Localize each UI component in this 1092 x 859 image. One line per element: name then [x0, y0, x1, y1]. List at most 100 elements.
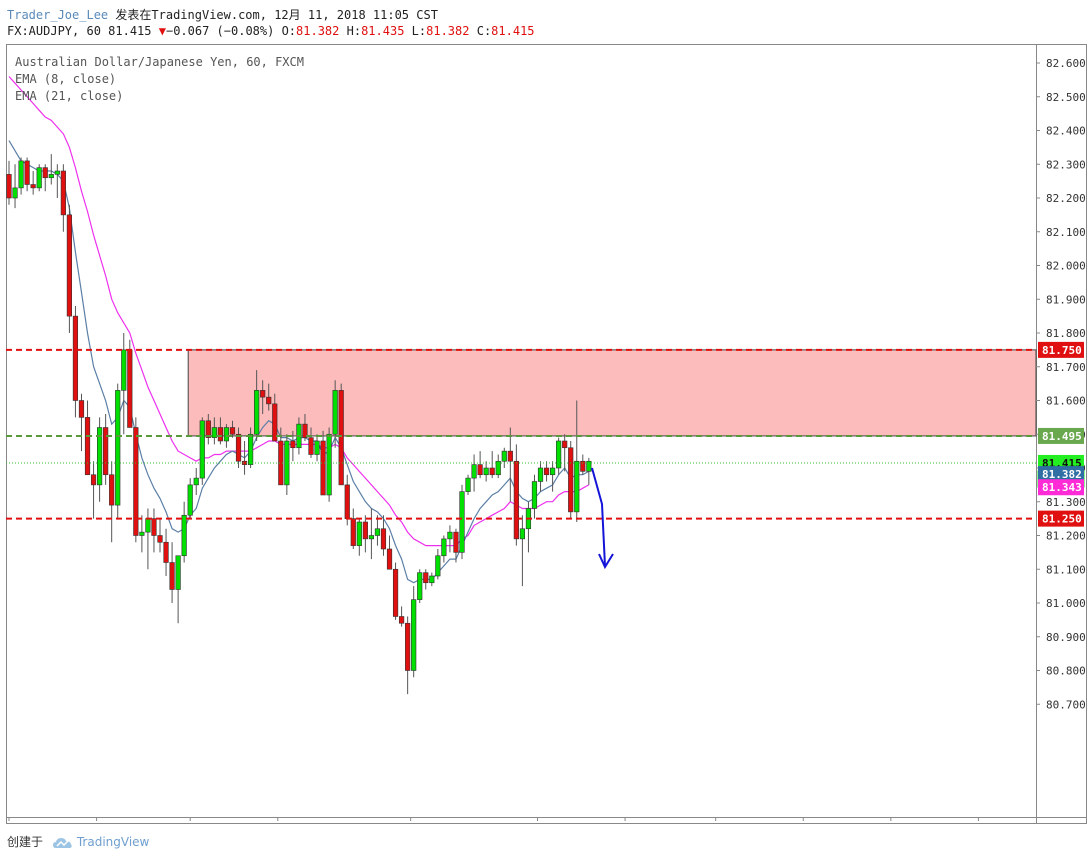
- candle-up: [368, 535, 375, 540]
- candle-down: [290, 440, 296, 449]
- candle-up: [332, 390, 338, 435]
- price-label-81.343: 81.343: [1042, 481, 1082, 494]
- candle-up: [531, 481, 538, 509]
- candle: [175, 555, 181, 624]
- candle: [48, 154, 54, 185]
- legend-ema8: EMA (8, close): [15, 72, 116, 86]
- candle: [368, 508, 375, 560]
- candle-up: [211, 427, 217, 438]
- annotation-layer: [591, 467, 614, 570]
- y-tick-label: 80.900: [1046, 631, 1086, 644]
- supply-zone-layer: [187, 349, 1037, 437]
- candle-down: [453, 531, 459, 553]
- candle-down: [24, 160, 30, 185]
- candle: [127, 339, 133, 428]
- candle: [405, 616, 411, 695]
- candle: [411, 586, 417, 678]
- candle-up: [115, 390, 121, 506]
- price-axis[interactable]: 82.600 82.500 82.400 82.300 82.200 82.100 82.0…: [1036, 57, 1086, 711]
- candle: [66, 204, 72, 333]
- candle: [30, 171, 36, 195]
- candle: [459, 484, 465, 560]
- candle: [398, 606, 405, 627]
- candle-down: [84, 417, 91, 476]
- candle: [314, 434, 320, 462]
- candle: [320, 430, 326, 496]
- candle-down: [103, 427, 109, 476]
- candle: [254, 370, 260, 441]
- candle-down: [423, 572, 429, 584]
- chart-area[interactable]: 82.600 82.500 82.400 82.300 82.200 82.100 82.0…: [6, 44, 1087, 837]
- candle-down: [66, 214, 72, 317]
- candle: [429, 572, 435, 587]
- candle: [453, 528, 459, 563]
- y-tick-label: 80.700: [1046, 698, 1086, 711]
- price-label-81.382: 81.382: [1042, 468, 1082, 481]
- candle: [302, 414, 308, 441]
- candle-up: [121, 349, 127, 391]
- candle: [519, 515, 525, 587]
- candle-down: [543, 467, 550, 476]
- candle-up: [248, 433, 254, 465]
- price-label-bg: [1038, 341, 1084, 358]
- candle: [386, 535, 393, 570]
- candle: [392, 562, 399, 620]
- candle-up: [199, 420, 205, 479]
- y-tick-label: 82.400: [1046, 125, 1086, 138]
- candle: [24, 157, 30, 192]
- candle-up: [193, 477, 199, 486]
- candle: [417, 569, 423, 603]
- candle: [338, 383, 344, 486]
- y-tick-label: 82.500: [1046, 91, 1086, 104]
- candle: [78, 393, 85, 452]
- legend-instrument: Australian Dollar/Japanese Yen, 60, FXCM: [15, 55, 304, 69]
- candle-down: [489, 467, 495, 476]
- candle: [211, 417, 217, 445]
- candle-up: [549, 467, 556, 476]
- candle-down: [217, 427, 224, 442]
- y-tick-label: 82.000: [1046, 260, 1086, 273]
- candle-down: [229, 427, 236, 435]
- tradingview-brand[interactable]: TradingView: [76, 835, 150, 849]
- candle-down: [302, 423, 308, 438]
- price-label-81.750: 81.750: [1042, 344, 1082, 357]
- candle: [507, 427, 513, 502]
- y-tick-label: 81.600: [1046, 395, 1086, 408]
- candle: [103, 414, 109, 485]
- y-tick-label: 81.800: [1046, 327, 1086, 340]
- candle: [181, 501, 187, 563]
- c-label: C:: [476, 24, 492, 38]
- candle: [260, 380, 266, 414]
- candle-down: [127, 349, 133, 428]
- price-label-bg: [1038, 479, 1084, 496]
- candle: [574, 400, 580, 522]
- author-link[interactable]: Trader_Joe_Lee: [7, 8, 109, 22]
- candle-up: [145, 518, 151, 533]
- candle: [326, 427, 332, 502]
- price-chart[interactable]: 82.600 82.500 82.400 82.300 82.200 82.100 82.0…: [6, 44, 1087, 837]
- candle: [157, 518, 163, 553]
- candle-up: [435, 555, 441, 577]
- candle-down: [398, 616, 405, 624]
- y-tick-label: 81.000: [1046, 597, 1086, 610]
- candle: [423, 569, 429, 590]
- candle: [489, 451, 495, 479]
- candle-down: [72, 315, 79, 401]
- candle-down: [169, 562, 175, 590]
- candle: [187, 478, 193, 519]
- h-label: H:: [346, 24, 362, 38]
- candle-down: [380, 528, 387, 550]
- candle: [362, 515, 368, 553]
- candle: [308, 427, 314, 458]
- candle: [12, 164, 18, 209]
- candle: [374, 515, 381, 546]
- candle-up: [537, 467, 544, 482]
- y-tick-label: 81.300: [1046, 496, 1086, 509]
- candle-up: [465, 477, 471, 492]
- candle: [568, 441, 574, 519]
- levels-layer: [6, 348, 1036, 520]
- candle: [537, 461, 544, 492]
- candle-up: [18, 160, 24, 189]
- candle: [54, 164, 60, 198]
- supply-zone: [187, 349, 1037, 437]
